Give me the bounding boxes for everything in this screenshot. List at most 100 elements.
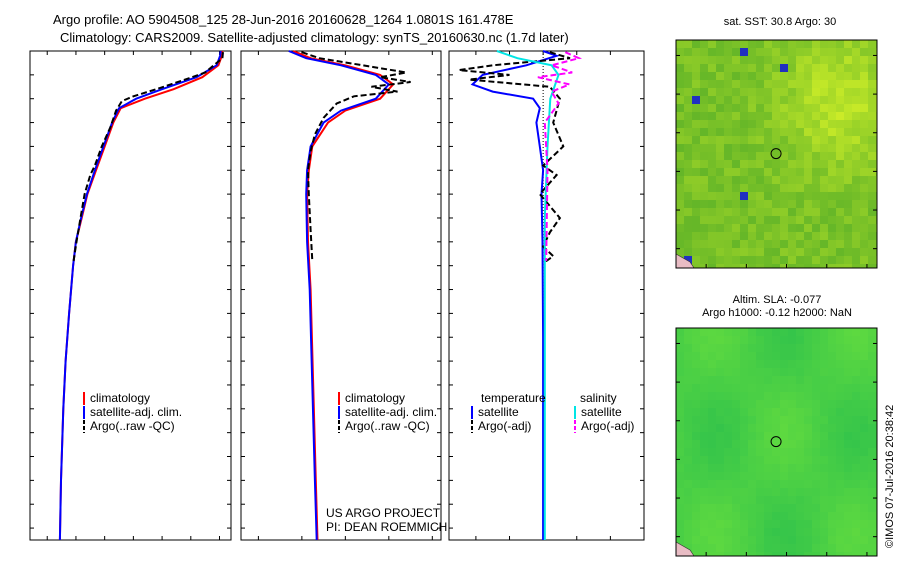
map-cell bbox=[844, 464, 852, 472]
map-cell bbox=[836, 376, 844, 384]
map-cell bbox=[820, 488, 828, 496]
map-cell bbox=[780, 112, 788, 120]
map-cell bbox=[868, 240, 876, 248]
map-cell bbox=[676, 88, 684, 96]
map-cell bbox=[812, 328, 820, 336]
map-cell bbox=[868, 112, 876, 120]
map-cell bbox=[692, 248, 700, 256]
map-cell bbox=[828, 64, 836, 72]
series-line-argo-raw-qc bbox=[301, 51, 411, 261]
map-cell bbox=[836, 384, 844, 392]
sst-map-panel bbox=[675, 39, 878, 269]
map-cell bbox=[684, 80, 692, 88]
map-cell bbox=[844, 336, 852, 344]
map-cell bbox=[788, 160, 796, 168]
map-cell bbox=[748, 72, 756, 80]
map-cell bbox=[868, 232, 876, 240]
map-cell bbox=[724, 48, 732, 56]
map-cell bbox=[828, 448, 836, 456]
map-cell bbox=[732, 360, 740, 368]
map-cell bbox=[836, 264, 844, 268]
map-cell bbox=[868, 544, 876, 552]
map-cell bbox=[740, 56, 748, 64]
map-cell bbox=[772, 472, 780, 480]
map-cell bbox=[708, 480, 716, 488]
map-cell bbox=[772, 448, 780, 456]
map-cell bbox=[788, 232, 796, 240]
map-cell bbox=[716, 344, 724, 352]
map-cell bbox=[828, 528, 836, 536]
map-cell bbox=[748, 432, 756, 440]
map-cell bbox=[828, 232, 836, 240]
map-cell bbox=[756, 168, 764, 176]
map-cell bbox=[796, 416, 804, 424]
map-cell bbox=[676, 96, 684, 104]
map-cell bbox=[676, 48, 684, 56]
map-cell bbox=[828, 496, 836, 504]
map-cell bbox=[676, 160, 684, 168]
map-cell bbox=[740, 520, 748, 528]
map-cell bbox=[844, 504, 852, 512]
map-cell bbox=[788, 528, 796, 536]
map-cell bbox=[716, 360, 724, 368]
map-cell bbox=[692, 528, 700, 536]
map-cell bbox=[820, 496, 828, 504]
map-cell bbox=[828, 400, 836, 408]
map-cell bbox=[708, 424, 716, 432]
map-cell bbox=[684, 64, 692, 72]
map-cell bbox=[820, 88, 828, 96]
map-cell bbox=[716, 232, 724, 240]
map-cell bbox=[860, 240, 868, 248]
map-cell bbox=[788, 88, 796, 96]
map-cell bbox=[692, 200, 700, 208]
map-cell bbox=[796, 392, 804, 400]
map-cell bbox=[860, 512, 868, 520]
map-cell bbox=[700, 488, 708, 496]
map-cell bbox=[860, 112, 868, 120]
map-cell bbox=[836, 136, 844, 144]
map-cell bbox=[772, 72, 780, 80]
map-cell bbox=[860, 208, 868, 216]
map-cell bbox=[740, 72, 748, 80]
map-cell bbox=[828, 104, 836, 112]
map-cell bbox=[804, 192, 812, 200]
map-cell bbox=[820, 224, 828, 232]
map-cell bbox=[748, 264, 756, 268]
map-cell bbox=[692, 512, 700, 520]
map-cell bbox=[748, 248, 756, 256]
map-cell bbox=[724, 544, 732, 552]
map-cell bbox=[812, 208, 820, 216]
map-cell bbox=[836, 144, 844, 152]
map-cell bbox=[788, 168, 796, 176]
map-cell bbox=[700, 408, 708, 416]
map-cell bbox=[764, 248, 772, 256]
map-cell bbox=[708, 248, 716, 256]
map-cell bbox=[860, 336, 868, 344]
map-cell bbox=[748, 416, 756, 424]
map-cell bbox=[748, 520, 756, 528]
map-cell bbox=[732, 496, 740, 504]
map-cell bbox=[868, 128, 876, 136]
map-cell bbox=[716, 504, 724, 512]
map-cell bbox=[676, 328, 684, 336]
legend-label-satellite: satellite-adj. clim. bbox=[345, 405, 437, 419]
map-cell bbox=[780, 520, 788, 528]
map-cell bbox=[852, 224, 860, 232]
map-cell bbox=[828, 384, 836, 392]
map-cell bbox=[820, 192, 828, 200]
map-cell bbox=[852, 168, 860, 176]
map-cell bbox=[676, 384, 684, 392]
map-cell bbox=[828, 480, 836, 488]
map-cell bbox=[724, 368, 732, 376]
map-cell bbox=[804, 392, 812, 400]
map-cell bbox=[676, 144, 684, 152]
map-cell bbox=[820, 544, 828, 552]
legend-label-satellite: satellite-adj. clim. bbox=[90, 405, 182, 419]
map-cell bbox=[844, 400, 852, 408]
map-cell bbox=[844, 48, 852, 56]
map-cell bbox=[700, 512, 708, 520]
map-cell bbox=[676, 368, 684, 376]
map-cell bbox=[716, 528, 724, 536]
map-cell bbox=[732, 504, 740, 512]
map-cell bbox=[780, 528, 788, 536]
